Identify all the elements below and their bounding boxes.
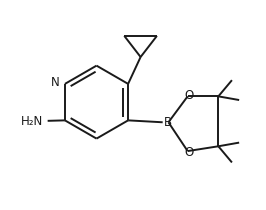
Text: N: N — [51, 76, 60, 89]
Text: H₂N: H₂N — [21, 115, 43, 128]
Text: B: B — [164, 116, 172, 129]
Text: O: O — [184, 146, 193, 159]
Text: O: O — [184, 89, 193, 102]
